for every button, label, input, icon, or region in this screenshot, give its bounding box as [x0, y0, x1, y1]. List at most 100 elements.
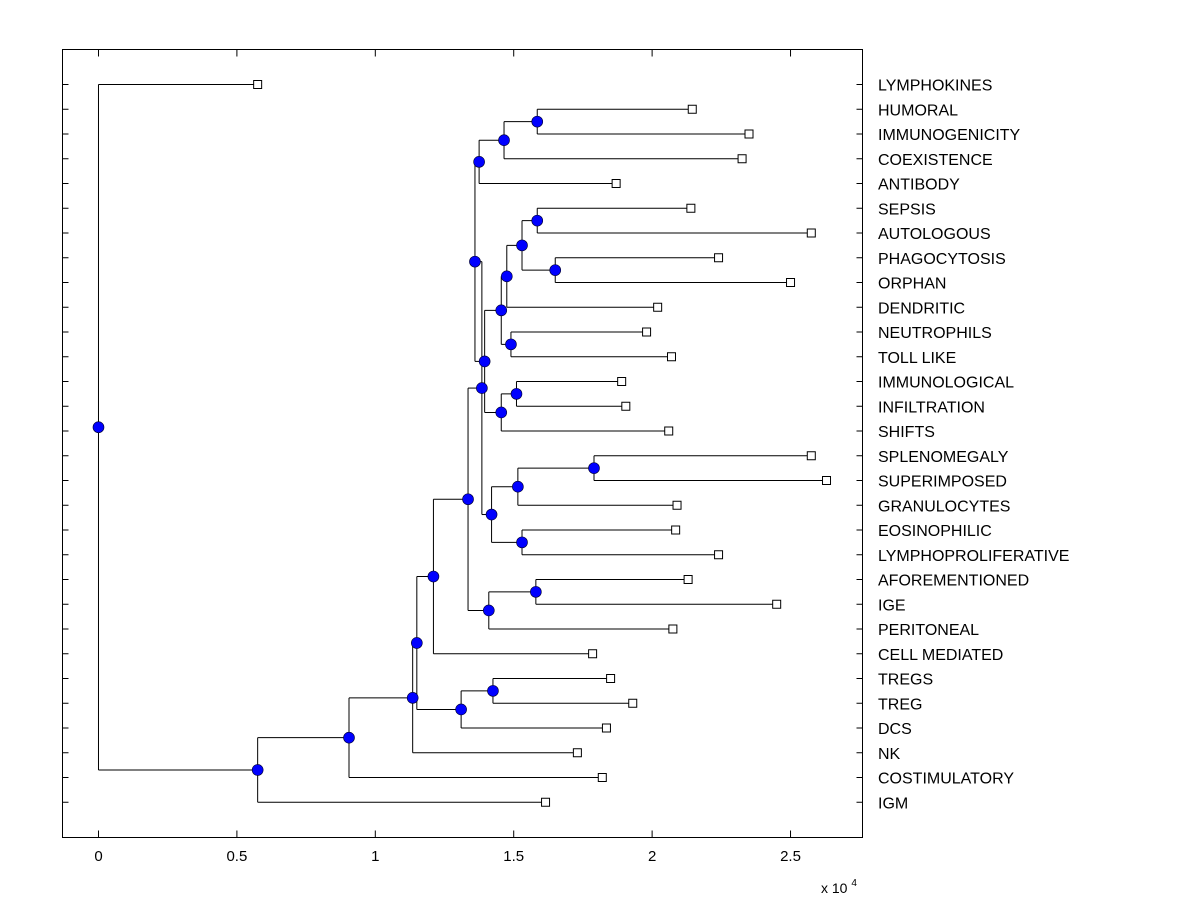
- leaf-label-splenomegaly: SPLENOMEGALY: [878, 449, 1009, 466]
- merge-node-n20: [482, 604, 495, 617]
- merge-node-n10: [510, 388, 523, 400]
- merge-node-n19: [530, 586, 542, 598]
- leaf-marker-eosinophilic: [671, 525, 681, 535]
- leaf-marker-humoral: [687, 104, 697, 114]
- leaf-label-tregs: TREGS: [878, 672, 933, 689]
- merge-node-n24: [455, 703, 467, 716]
- leaf-marker-coexistence: [737, 154, 747, 164]
- leaf-marker-autologous: [806, 228, 816, 238]
- leaf-marker-lymphoproliferative: [714, 550, 724, 560]
- merge-node-n4: [531, 214, 544, 227]
- merge-node-n28: [251, 764, 264, 776]
- leaf-label-antibody: ANTIBODY: [878, 177, 960, 194]
- merge-node-n21: [462, 493, 474, 506]
- leaf-marker-treg: [628, 698, 638, 708]
- x-tick-group: 0 0.5 1 1.5 2 2.5: [94, 49, 801, 865]
- merge-node-n12: [478, 355, 491, 368]
- leaf-label-neutrophils: NEUTROPHILS: [878, 325, 992, 342]
- x-tick-label: 2: [648, 848, 656, 865]
- leaf-marker-tregs: [606, 674, 616, 683]
- leaf-marker-antibody: [611, 179, 621, 188]
- leaf-label-eosinophilic: EOSINOPHILIC: [878, 523, 992, 540]
- leaf-marker-igm: [541, 797, 551, 807]
- x-tick-label: 2.5: [780, 848, 801, 865]
- leaf-marker-nk: [572, 748, 582, 758]
- leaf-label-dcs: DCS: [878, 721, 912, 738]
- leaf-label-autologous: AUTOLOGOUS: [878, 226, 991, 243]
- merge-node-n7: [500, 270, 513, 283]
- leaf-label-infiltration: INFILTRATION: [878, 399, 985, 416]
- leaf-label-aforementioned: AFOREMENTIONED: [878, 573, 1029, 590]
- leaf-marker-immunogenicity: [744, 129, 754, 139]
- leaf-label-treg: TREG: [878, 696, 922, 713]
- leaf-marker-neutrophils: [642, 327, 652, 337]
- leaf-label-toll-like: TOLL LIKE: [878, 350, 956, 367]
- merge-node-n2: [498, 134, 510, 146]
- leaf-label-superimposed: SUPERIMPOSED: [878, 474, 1007, 491]
- leaf-marker-lymphokines: [253, 80, 263, 89]
- leaf-marker-phagocytosis: [714, 253, 724, 263]
- leaf-marker-orphan: [786, 278, 796, 287]
- x-tick-label: 0: [94, 848, 102, 865]
- x-tick-label: 1.5: [503, 848, 524, 865]
- merge-node-n27: [343, 731, 355, 744]
- leaf-label-dendritic: DENDRITIC: [878, 300, 965, 317]
- leaf-group: [253, 80, 832, 807]
- merge-node-n17: [485, 508, 498, 521]
- leaf-marker-cell-mediated: [588, 649, 598, 659]
- leaf-marker-infiltration: [621, 401, 631, 411]
- merge-node-n26: [406, 692, 419, 704]
- leaf-label-ige: IGE: [878, 597, 906, 614]
- x-axis-multiplier-base: x 10: [821, 880, 848, 896]
- link-group: [97, 84, 827, 803]
- merge-node-n3: [473, 156, 485, 168]
- leaf-label-nk: NK: [878, 746, 901, 763]
- leaf-label-immunogenicity: IMMUNOGENICITY: [878, 127, 1021, 144]
- merge-node-n6: [516, 239, 528, 252]
- merge-node-n14: [588, 462, 600, 474]
- leaf-marker-superimposed: [822, 476, 832, 485]
- leaf-marker-toll-like: [666, 352, 676, 362]
- merge-node-n25: [411, 637, 423, 649]
- leaf-label-lymphoproliferative: LYMPHOPROLIFERATIVE: [878, 548, 1069, 565]
- leaf-label-granulocytes: GRANULOCYTES: [878, 498, 1010, 515]
- leaf-marker-sepsis: [686, 203, 696, 213]
- merge-node-n11: [495, 406, 508, 419]
- leaf-label-cell-mediated: CELL MEDIATED: [878, 647, 1003, 664]
- leaf-marker-ige: [772, 599, 782, 609]
- leaf-label-shifts: SHIFTS: [878, 424, 935, 441]
- merge-node-n9: [495, 304, 508, 317]
- leaf-label-costimulatory: COSTIMULATORY: [878, 771, 1014, 788]
- merge-node-n29: [92, 421, 105, 434]
- leaf-marker-granulocytes: [672, 500, 682, 510]
- leaf-label-group: LYMPHOKINES HUMORAL IMMUNOGENICITY COEXISTE…: [878, 78, 1069, 813]
- merge-node-group: [92, 115, 600, 776]
- leaf-label-peritoneal: PERITONEAL: [878, 622, 979, 639]
- x-axis-multiplier-exponent: 4: [851, 878, 857, 889]
- merge-node-n23: [487, 685, 499, 697]
- leaf-marker-immunological: [617, 377, 627, 386]
- leaf-label-lymphokines: LYMPHOKINES: [878, 78, 992, 95]
- leaf-marker-shifts: [664, 426, 674, 436]
- leaf-label-orphan: ORPHAN: [878, 276, 946, 293]
- merge-node-n15: [512, 480, 524, 493]
- leaf-marker-dendritic: [653, 302, 663, 312]
- merge-node-n8: [505, 338, 517, 351]
- merge-node-n22: [427, 570, 440, 583]
- merge-node-n16: [516, 536, 528, 549]
- x-tick-label: 0.5: [226, 848, 247, 865]
- leaf-marker-splenomegaly: [806, 451, 816, 461]
- x-axis-multiplier: x 10 4: [821, 878, 857, 896]
- x-tick-label: 1: [371, 848, 379, 865]
- merge-node-n13: [469, 255, 481, 268]
- leaf-marker-peritoneal: [668, 624, 678, 634]
- leaf-label-igm: IGM: [878, 795, 908, 812]
- merge-node-n5: [549, 264, 562, 276]
- leaf-label-immunological: IMMUNOLOGICAL: [878, 375, 1014, 392]
- plot-frame: [62, 49, 863, 838]
- merge-node-n1: [531, 115, 544, 128]
- leaf-label-sepsis: SEPSIS: [878, 201, 936, 218]
- y-tick-group: [62, 84, 863, 803]
- leaf-marker-costimulatory: [597, 773, 607, 782]
